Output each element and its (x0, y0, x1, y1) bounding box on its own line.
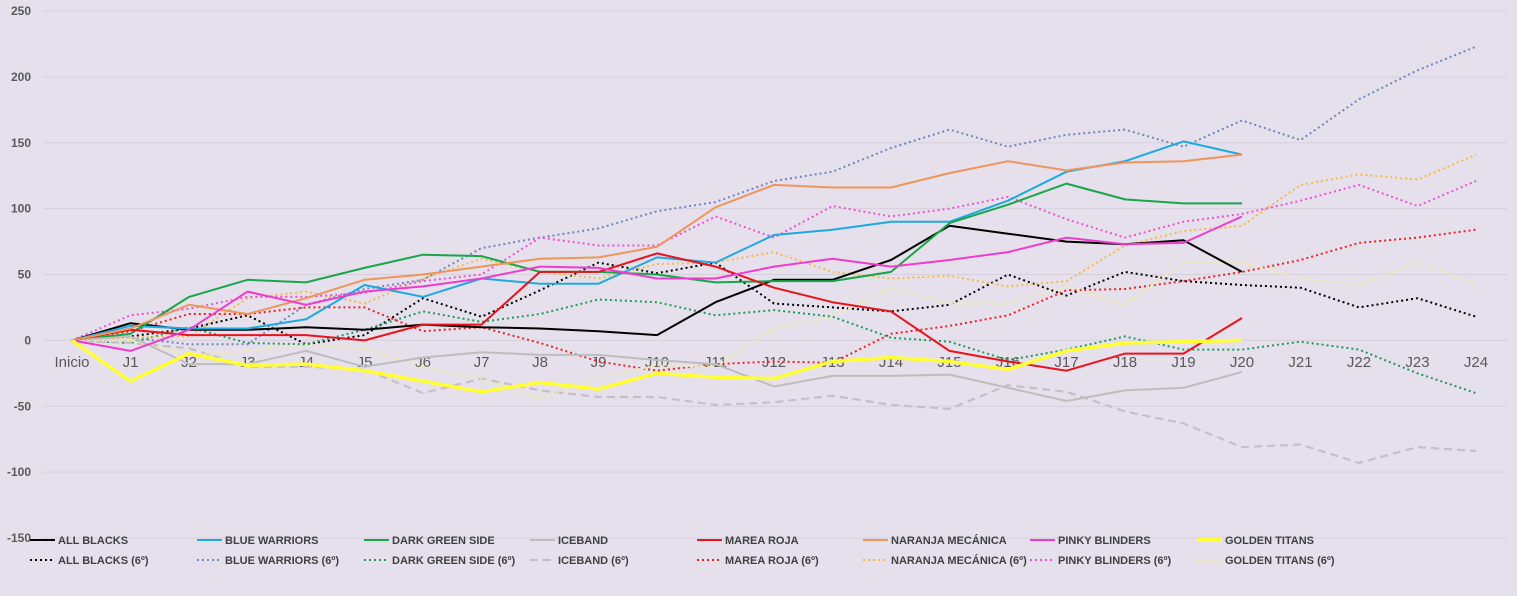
y-tick-label: 200 (11, 70, 31, 84)
legend-item: GOLDEN TITANS (6º) (1197, 555, 1335, 567)
legend-item: BLUE WARRIORS (6º) (197, 555, 339, 567)
series-line-golden-titans (70, 338, 1243, 394)
x-tick-label: J9 (591, 354, 607, 371)
series-line-pinky-blinders-6 (71, 180, 1477, 342)
series-line-iceband (71, 335, 1243, 402)
legend-label: GOLDEN TITANS (1225, 535, 1314, 547)
x-tick-label: J23 (1405, 354, 1429, 371)
legend-item: MAREA ROJA (6º) (697, 555, 819, 567)
series-line-marea-roja (71, 252, 1243, 372)
legend-label: NARANJA MECÁNICA (6º) (891, 554, 1027, 567)
legend: ALL BLACKS BLUE WARRIORS DARK GREEN SIDE IC… (30, 534, 1335, 567)
series-line-iceband-6 (71, 339, 1477, 464)
series-line-dark-green-side (71, 182, 1242, 342)
x-tick-label: J7 (474, 354, 490, 371)
series-line-golden-titans-6 (72, 261, 1477, 400)
x-axis: Inicio J1 J2 J3 J4 J5 J6 J7 J8 J9 J10 J11 J12 J13 J14 J… (54, 354, 1488, 371)
legend-label: PINKY BLINDERS (1058, 535, 1151, 547)
legend-item: DARK GREEN SIDE (6º) (364, 555, 516, 567)
legend-item: MAREA ROJA (697, 535, 799, 547)
y-tick-label: -150 (7, 531, 31, 545)
series-line-all-blacks (71, 224, 1243, 342)
x-tick-label: J11 (704, 354, 727, 371)
x-tick-label: J19 (1171, 354, 1195, 371)
legend-label: DARK GREEN SIDE (392, 535, 495, 547)
legend-item: PINKY BLINDERS (6º) (1030, 555, 1172, 567)
x-tick-label: J10 (645, 354, 669, 371)
legend-item: GOLDEN TITANS (1197, 535, 1314, 547)
legend-label: BLUE WARRIORS (6º) (225, 555, 339, 567)
legend-item: NARANJA MECÁNICA (863, 534, 1007, 547)
series-lines (70, 45, 1477, 464)
y-tick-label: 50 (18, 268, 32, 282)
x-tick-label: J24 (1464, 354, 1488, 371)
x-tick-label: J18 (1113, 354, 1137, 371)
y-tick-label: -100 (7, 465, 31, 479)
x-tick-label: J21 (1288, 354, 1312, 371)
x-tick-label: J8 (532, 354, 548, 371)
y-tick-label: 150 (11, 136, 31, 150)
legend-item: BLUE WARRIORS (197, 535, 319, 547)
legend-label: MAREA ROJA (725, 535, 799, 547)
legend-item: ALL BLACKS (6º) (30, 555, 149, 567)
legend-label: ALL BLACKS (6º) (58, 555, 149, 567)
y-axis: 250 200 150 100 50 0 -50 -100 -150 (7, 4, 31, 545)
legend-label: GOLDEN TITANS (6º) (1225, 555, 1335, 567)
x-tick-label: J22 (1347, 354, 1371, 371)
series-line-all-blacks-6 (71, 261, 1477, 346)
y-tick-label: -50 (14, 399, 32, 413)
legend-label: DARK GREEN SIDE (6º) (392, 555, 516, 567)
x-tick-label: J20 (1230, 354, 1254, 371)
legend-label: PINKY BLINDERS (6º) (1058, 555, 1172, 567)
legend-item: NARANJA MECÁNICA (6º) (863, 554, 1027, 567)
series-line-marea-roja-6 (71, 228, 1477, 372)
legend-label: ICEBAND (558, 535, 608, 547)
legend-item: PINKY BLINDERS (1030, 535, 1151, 547)
y-tick-label: 0 (24, 333, 31, 347)
legend-item: DARK GREEN SIDE (364, 535, 495, 547)
series-line-dark-green-side-6 (71, 298, 1477, 395)
series-line-naranja-mec-nica (71, 153, 1243, 342)
gridlines (43, 10, 1507, 539)
y-tick-label: 100 (11, 202, 31, 216)
series-line-pinky-blinders (71, 215, 1243, 352)
legend-label: MAREA ROJA (6º) (725, 555, 819, 567)
series-line-blue-warriors (71, 140, 1243, 342)
x-tick-label: J2 (181, 354, 197, 371)
legend-label: BLUE WARRIORS (225, 535, 319, 547)
legend-item: ALL BLACKS (30, 535, 128, 547)
legend-label: NARANJA MECÁNICA (891, 534, 1007, 547)
x-tick-label: Inicio (54, 354, 89, 371)
legend-item: ICEBAND (6º) (530, 555, 629, 567)
series-line-naranja-mec-nica-6 (71, 153, 1477, 342)
legend-label: ALL BLACKS (58, 535, 128, 547)
x-tick-label: J1 (123, 354, 139, 371)
x-tick-label: J17 (1054, 354, 1078, 371)
legend-item: ICEBAND (530, 535, 608, 547)
y-tick-label: 250 (11, 4, 31, 18)
legend-label: ICEBAND (6º) (558, 555, 629, 567)
